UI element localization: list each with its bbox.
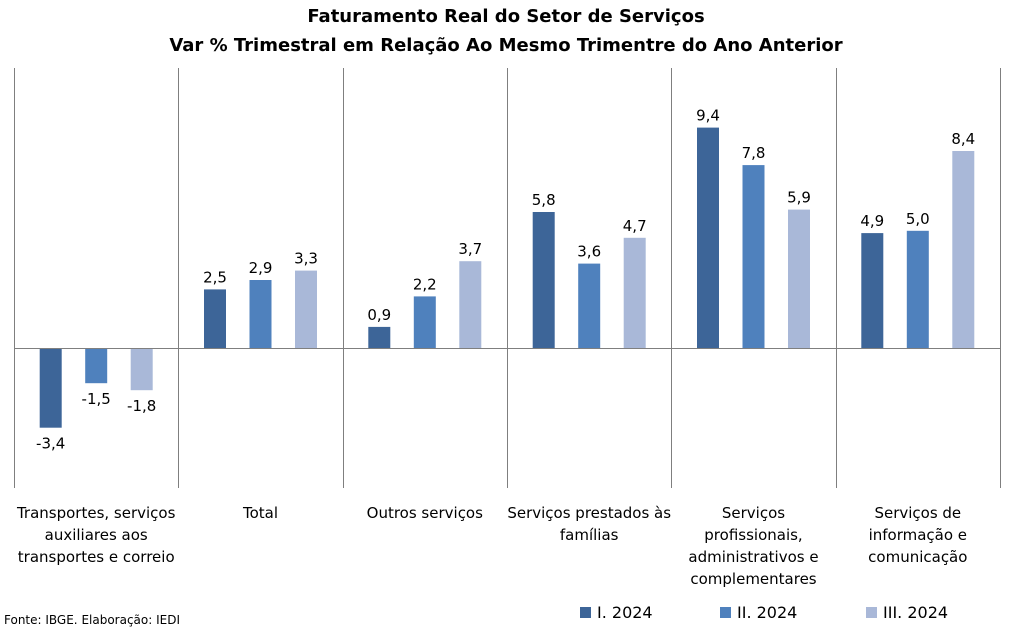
data-label: 5,0 bbox=[906, 210, 930, 228]
bar bbox=[368, 326, 391, 348]
category-label: transportes e correio bbox=[18, 548, 175, 566]
legend: I. 2024 II. 2024 III. 2024 bbox=[580, 603, 948, 622]
data-label: 2,9 bbox=[249, 259, 273, 277]
data-label: -3,4 bbox=[36, 435, 65, 453]
data-label: 3,3 bbox=[294, 250, 318, 268]
data-label: 5,9 bbox=[787, 189, 811, 207]
legend-swatch bbox=[580, 607, 591, 618]
category-label: Outros serviços bbox=[367, 504, 483, 522]
legend-label: I. 2024 bbox=[597, 603, 653, 622]
bar bbox=[130, 348, 153, 391]
bar bbox=[295, 270, 317, 348]
legend-swatch bbox=[720, 607, 731, 618]
category-label: administrativos e bbox=[688, 548, 818, 566]
data-label: 5,8 bbox=[532, 191, 556, 209]
legend-label: III. 2024 bbox=[883, 603, 948, 622]
category-label: Total bbox=[242, 504, 278, 522]
category-label: comunicação bbox=[868, 548, 967, 566]
data-label: 9,4 bbox=[696, 107, 720, 125]
data-label: 8,4 bbox=[951, 130, 975, 148]
bar bbox=[952, 151, 975, 348]
bar bbox=[742, 165, 765, 348]
bar bbox=[788, 209, 810, 348]
data-label: 4,7 bbox=[623, 217, 647, 235]
data-label: 2,2 bbox=[413, 275, 437, 293]
legend-label: II. 2024 bbox=[737, 603, 797, 622]
data-label: 4,9 bbox=[860, 212, 884, 230]
category-label: informação e bbox=[869, 526, 967, 544]
data-label: -1,8 bbox=[127, 397, 156, 415]
category-label: famílias bbox=[560, 526, 619, 544]
category-labels: Transportes, serviços auxiliares aos trans… bbox=[16, 504, 967, 588]
data-label: 7,8 bbox=[742, 144, 766, 162]
bar bbox=[578, 263, 601, 348]
chart-title-line-1: Faturamento Real do Setor de Serviços bbox=[307, 6, 704, 27]
category-label: profissionais, bbox=[704, 526, 802, 544]
bar bbox=[906, 230, 929, 349]
data-label: 2,5 bbox=[203, 268, 227, 286]
bar bbox=[249, 280, 272, 348]
data-label: 3,7 bbox=[458, 240, 482, 258]
bar bbox=[861, 233, 884, 348]
plot-area: -3,4 2,5 0,9 5,8 9,4 4,9 -1,5 2,9 2,2 3,6 7,8 5,0 -1… bbox=[14, 68, 1001, 488]
bar bbox=[85, 348, 108, 384]
bar bbox=[623, 237, 646, 348]
bar bbox=[204, 289, 226, 348]
bar bbox=[697, 127, 719, 348]
legend-swatch bbox=[866, 607, 877, 618]
data-label: -1,5 bbox=[82, 390, 111, 408]
source-note: Fonte: IBGE. Elaboração: IEDI bbox=[4, 613, 180, 627]
data-label: 3,6 bbox=[577, 243, 601, 261]
category-label: complementares bbox=[690, 570, 816, 588]
category-label: Serviços de bbox=[874, 504, 961, 522]
category-label: Serviços prestados às bbox=[507, 504, 671, 522]
bar bbox=[413, 296, 436, 348]
bar bbox=[459, 261, 482, 348]
chart-title-line-2: Var % Trimestral em Relação Ao Mesmo Tri… bbox=[169, 35, 842, 56]
category-label: Transportes, serviços bbox=[16, 504, 176, 522]
bar bbox=[532, 212, 555, 348]
bar bbox=[39, 348, 62, 428]
data-label: 0,9 bbox=[367, 306, 391, 324]
category-label: auxiliares aos bbox=[45, 526, 148, 544]
category-label: Serviços bbox=[722, 504, 785, 522]
